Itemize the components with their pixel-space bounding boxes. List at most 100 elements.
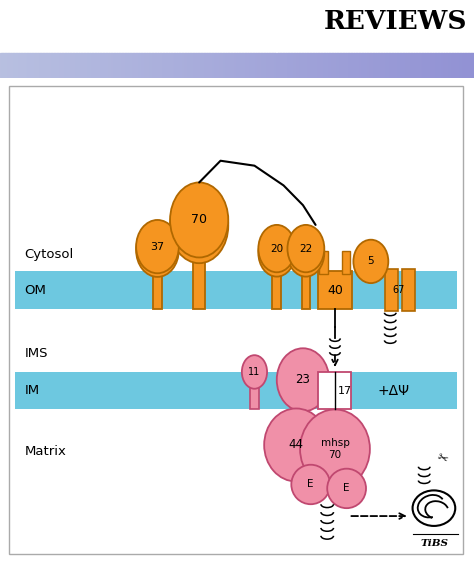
Bar [283,53,284,78]
Bar [19,53,20,78]
Bar [160,53,161,78]
Bar [257,53,259,78]
Bar [191,53,193,78]
Bar [302,53,303,78]
Bar [234,53,236,78]
Bar [449,53,450,78]
Bar [360,53,362,78]
Text: 5: 5 [367,257,374,266]
Ellipse shape [170,188,228,263]
Bar [250,380,259,409]
Bar [310,53,311,78]
Bar [259,53,261,78]
Bar [262,53,264,78]
Bar [182,53,183,78]
Bar [389,53,390,78]
Bar [47,53,49,78]
Bar [383,53,384,78]
Bar [286,53,288,78]
Bar [347,53,349,78]
Bar [194,53,196,78]
Text: IMS: IMS [25,347,48,360]
Bar [101,53,103,78]
Bar [3,53,5,78]
Bar [77,53,79,78]
Bar [251,53,253,78]
Ellipse shape [287,225,324,272]
Bar [142,53,144,78]
Bar [210,53,212,78]
Bar [379,53,381,78]
Text: IM: IM [25,384,40,397]
Text: REVIEWS: REVIEWS [323,9,467,34]
Bar [473,53,474,78]
Bar [378,53,379,78]
Bar [43,53,44,78]
Text: 20: 20 [270,244,283,254]
Bar [430,53,431,78]
Bar [450,53,452,78]
Text: TiBS: TiBS [421,539,449,548]
Bar [73,53,74,78]
Bar [87,53,89,78]
Bar [428,53,430,78]
Bar [398,53,400,78]
Bar [321,53,322,78]
Bar [5,53,6,78]
Bar [270,53,272,78]
Bar [202,53,204,78]
Bar [82,53,84,78]
Bar [229,53,231,78]
Bar [295,53,297,78]
Bar [108,53,109,78]
Bar [466,53,468,78]
Bar [190,53,191,78]
Text: ✂: ✂ [434,451,449,467]
Bar [95,53,96,78]
Bar [6,53,8,78]
Bar [402,270,414,311]
Bar [153,53,155,78]
Bar [9,53,11,78]
Bar [44,53,46,78]
Bar [18,53,19,78]
Bar [209,53,210,78]
Bar [218,53,219,78]
Bar [463,53,465,78]
Bar [232,53,234,78]
Bar [51,53,52,78]
Bar [150,53,152,78]
Bar [68,53,70,78]
Bar [417,53,419,78]
Bar [411,53,412,78]
Text: 17: 17 [337,386,352,396]
Bar [199,53,201,78]
Ellipse shape [300,409,370,488]
Bar [414,53,416,78]
Bar [376,53,378,78]
Bar [273,274,281,309]
Bar [337,53,338,78]
Bar [93,53,95,78]
Bar [104,53,106,78]
Ellipse shape [287,229,324,276]
Bar [342,250,350,274]
Bar [416,53,417,78]
Bar [185,53,186,78]
Bar [435,53,436,78]
Bar [39,53,41,78]
Bar [62,53,63,78]
Bar [201,53,202,78]
Bar [198,53,199,78]
Ellipse shape [327,469,366,508]
Bar [441,53,442,78]
Text: 70: 70 [191,213,207,227]
Bar [171,53,172,78]
Bar [177,53,179,78]
Bar [240,53,242,78]
Bar [261,53,262,78]
Bar [169,53,171,78]
Bar [90,53,91,78]
Bar [139,53,141,78]
Bar [131,53,133,78]
